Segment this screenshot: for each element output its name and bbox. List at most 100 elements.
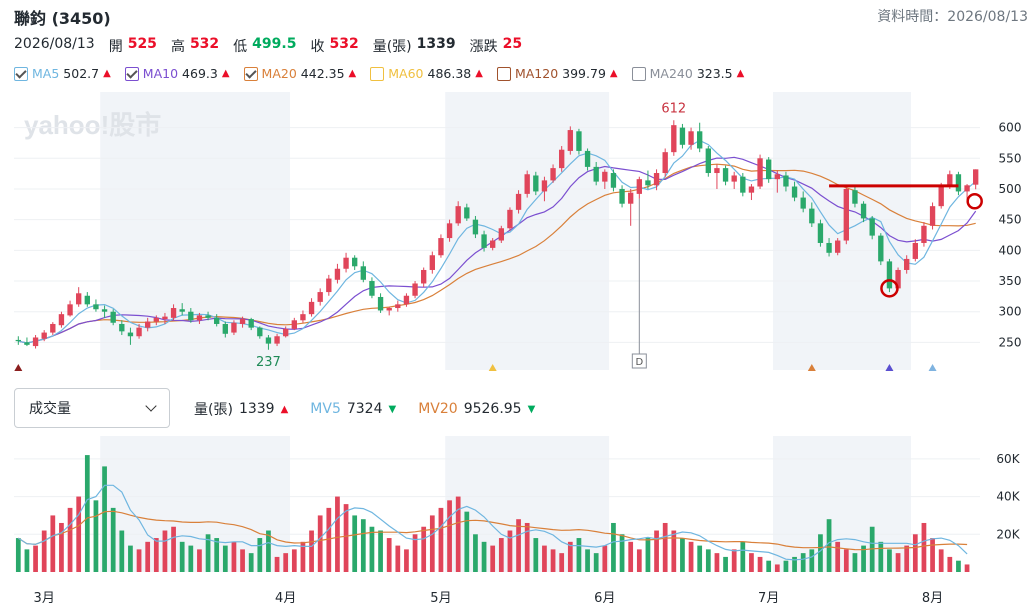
x-tick-label: 8月 [922,591,943,606]
ma-toggle-ma120[interactable]: MA120 399.79 ▲ [496,66,618,81]
quote-item: 收 532 [310,36,358,56]
candlestick [533,171,539,196]
candle-body [93,304,99,310]
candlestick [334,263,341,284]
candle-body [101,309,108,312]
candlestick [403,293,410,307]
volume-bar [749,553,754,572]
candle-body [671,125,677,153]
volume-bar [904,545,910,572]
candlestick [188,308,194,323]
candlestick [740,173,746,197]
candle-body [843,188,849,241]
candle-body [524,174,530,194]
candlestick [283,326,289,338]
volume-bar [205,534,211,572]
y-tick-label: 450 [999,213,1022,227]
volume-bar [956,560,961,572]
candlestick [179,303,185,316]
volume-bar [76,496,82,572]
candle-body [317,292,323,302]
volume-bar [326,507,332,572]
candlestick [84,292,90,307]
candlestick [490,238,496,251]
candle-body [67,304,73,316]
candlestick [576,128,582,155]
candlestick [757,154,763,189]
checkbox-icon [631,66,646,81]
event-triangle-icon[interactable] [885,364,894,371]
event-marker-box[interactable] [631,353,647,369]
ma-toggle-ma60[interactable]: MA60 486.38 ▲ [370,66,483,81]
candlestick [697,122,703,153]
candle-body [748,186,755,193]
event-triangle-icon[interactable] [14,364,23,371]
ma-name: MA20 [261,66,297,81]
volume-bar [455,496,461,572]
candlestick [110,309,116,326]
volume-bar [783,560,789,572]
candle-body [662,152,668,174]
candlestick [973,169,979,190]
arrow-up-icon: ▲ [736,68,745,79]
candlestick [265,335,272,350]
volume-bar [628,541,634,572]
candle-body [705,148,711,174]
candle-body [653,173,660,186]
candle-body [731,175,737,182]
candle-body [636,179,642,194]
candlestick [817,219,824,247]
ma-toggle-ma5[interactable]: MA5 502.7 ▲ [14,66,111,81]
candlestick [826,238,832,257]
candlestick [326,274,332,296]
indicator-select[interactable]: 成交量 [14,388,170,428]
candlestick [748,184,755,201]
quote-label: 低 [233,39,248,55]
ma5-line [18,139,977,344]
stock-title: 聯鈞 (3450) [14,9,111,28]
volume-bar [369,526,375,572]
event-triangle-icon[interactable] [488,364,497,371]
candle-body [326,278,332,293]
ma-toggle-ma240[interactable]: MA240 323.5 ▲ [631,66,745,81]
volume-bar [110,507,116,572]
ma-toggle-ma10[interactable]: MA10 469.3 ▲ [124,66,230,81]
high-price-label: 612 [661,101,686,116]
ma-value: 399.79 [562,66,606,81]
candle-body [964,185,970,192]
candle-body [714,168,720,174]
volume-bar [818,534,823,572]
candle-body [265,337,272,344]
candle-body [619,188,625,204]
indicator-select-value: 成交量 [29,401,71,417]
candlestick [15,336,21,345]
volume-chart[interactable]: 20K 40K 60K 3月 4月 5月 6月 7月 8月 [0,436,1036,612]
checkbox-icon [496,66,511,81]
y-tick-label: 400 [999,243,1022,257]
candlestick [964,184,970,201]
volume-legend-value: 9526.95 [463,401,522,417]
candle-body [360,266,366,280]
candle-body [455,206,461,224]
candle-body [869,218,875,236]
event-triangle-icon[interactable] [928,364,937,371]
volume-bar [335,496,340,572]
event-triangle-icon[interactable] [807,364,816,371]
volume-bar [964,564,970,572]
candle-body [429,255,435,270]
volume-bar [611,522,616,572]
quote-value: 25 [502,36,523,52]
ma-toggle-ma20[interactable]: MA20 442.35 ▲ [243,66,356,81]
volume-legend-value: 7324 [346,401,383,417]
candle-body [593,166,599,182]
volume-bar [188,545,194,572]
volume-legend-value: 1339 [238,401,275,417]
candlestick [904,255,910,274]
candle-body [645,180,651,186]
ma-name: MA60 [388,66,424,81]
price-chart[interactable]: yahoo!股市 250 300 350 400 450 500 550 600 612 237 D [0,92,1036,382]
candlestick [377,293,384,313]
volume-bar [171,526,176,572]
candle-body [58,314,65,326]
candlestick [352,255,358,270]
